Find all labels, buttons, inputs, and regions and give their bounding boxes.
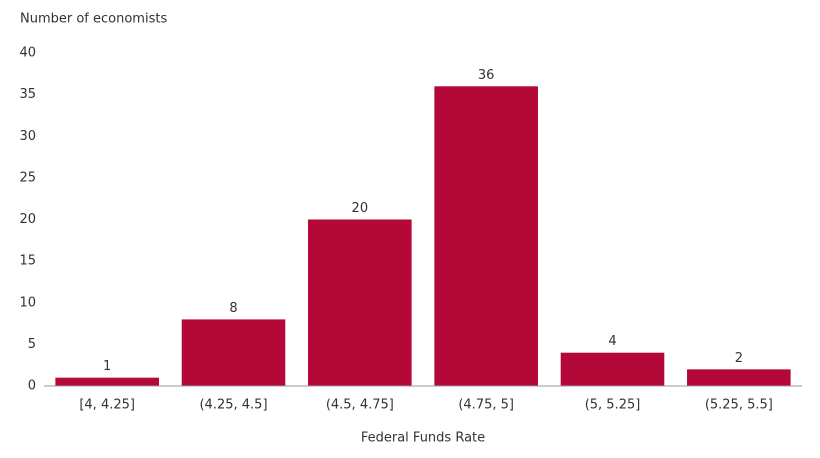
x-tick-label: (4.5, 4.75] xyxy=(326,398,394,413)
y-tick-label: 0 xyxy=(28,379,36,394)
y-tick-label: 25 xyxy=(19,170,36,185)
y-tick-label: 5 xyxy=(28,337,36,352)
data-label: 20 xyxy=(352,201,369,216)
bar xyxy=(687,369,791,386)
y-tick-label: 40 xyxy=(19,46,36,61)
bar xyxy=(560,352,665,386)
data-label: 36 xyxy=(478,68,495,83)
y-tick-label: 10 xyxy=(19,295,36,310)
y-tick-label: 20 xyxy=(19,212,36,227)
x-tick-label: (5, 5.25] xyxy=(585,398,641,413)
y-tick-label: 30 xyxy=(19,129,36,144)
data-label: 4 xyxy=(608,334,616,349)
bar xyxy=(434,86,538,387)
bar xyxy=(55,377,159,386)
y-axis-label: Number of economists xyxy=(20,12,167,27)
y-tick-label: 35 xyxy=(19,87,36,102)
x-axis-label: Federal Funds Rate xyxy=(361,431,485,446)
x-tick-label: (4.75, 5] xyxy=(458,398,514,413)
x-tick-label: (5.25, 5.5] xyxy=(705,398,773,413)
data-label: 8 xyxy=(229,301,237,316)
bar xyxy=(181,319,286,386)
x-tick-label: [4, 4.25] xyxy=(79,398,135,413)
data-label: 2 xyxy=(735,351,743,366)
bar xyxy=(308,219,412,386)
x-tick-label: (4.25, 4.5] xyxy=(199,398,267,413)
y-tick-label: 15 xyxy=(19,254,36,269)
data-label: 1 xyxy=(103,359,111,374)
